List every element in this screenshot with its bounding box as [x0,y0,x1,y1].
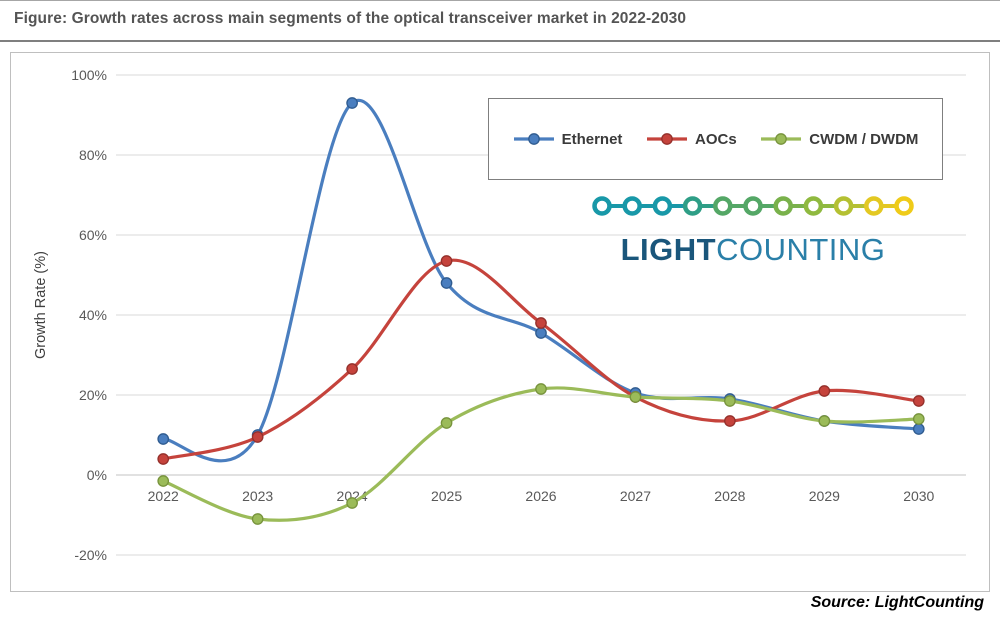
logo-text-light: LIGHT [620,232,717,267]
lightcounting-logo: LIGHTCOUNTING [587,193,919,268]
svg-text:2030: 2030 [903,488,934,504]
svg-text:2022: 2022 [148,488,179,504]
legend-label: AOCs [695,130,737,148]
aocs-line-marker-icon [647,133,687,145]
svg-text:2023: 2023 [242,488,273,504]
legend-item-ethernet: Ethernet [513,130,623,148]
legend-label: CWDM / DWDM [809,130,919,148]
chart-frame: 100% 80% 60% 40% 20% 0% -20% 2022 2023 2024 2025 20… [10,52,990,592]
legend-item-cwdm-dwdm: CWDM / DWDM [760,131,918,148]
line-chart-plot: 100%80%60%40%20%0%-20%2022 2023 2024 2025 20… [71,67,966,563]
figure-title-bar: Figure: Growth rates across main segment… [0,0,1000,42]
ethernet-line-marker-icon [513,133,554,145]
chart-legend: Ethernet AOCs CWDM / DWDM [488,98,943,180]
svg-text:-20%: -20% [74,547,107,563]
svg-text:2028: 2028 [714,488,745,504]
lightcounting-logo-text: LIGHTCOUNTING [587,232,919,268]
legend-label: Ethernet [561,130,623,148]
svg-text:0%: 0% [87,467,107,483]
svg-text:2027: 2027 [620,488,651,504]
svg-text:40%: 40% [79,307,107,323]
svg-text:2025: 2025 [431,488,462,504]
svg-text:2026: 2026 [525,488,556,504]
source-attribution: Source: LightCounting [810,594,984,611]
logo-text-counting: COUNTING [716,232,886,267]
svg-text:60%: 60% [79,227,107,243]
svg-text:100%: 100% [71,67,107,83]
svg-text:2029: 2029 [809,488,840,504]
figure-title: Figure: Growth rates across main segment… [14,10,687,27]
svg-text:80%: 80% [79,147,107,163]
lightcounting-circles-icon [592,196,914,216]
svg-text:20%: 20% [79,387,107,403]
y-axis-label: Growth Rate (%) [33,251,49,359]
cwdm-dwdm-line-marker-icon [761,133,802,145]
legend-item-aocs: AOCs [646,131,737,148]
